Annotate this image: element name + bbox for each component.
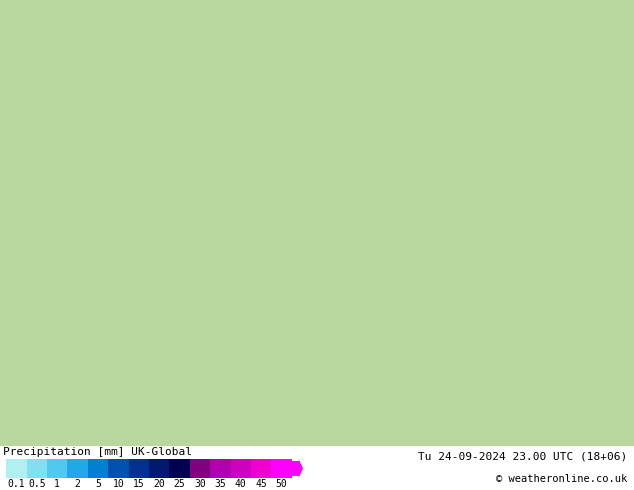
Bar [231,459,251,478]
Bar [47,459,67,478]
Bar [27,459,47,478]
Text: 20: 20 [153,479,165,489]
Bar [210,459,231,478]
Bar [67,459,88,478]
Text: 10: 10 [113,479,124,489]
Text: © weatheronline.co.uk: © weatheronline.co.uk [496,474,628,484]
Text: 0.5: 0.5 [28,479,46,489]
Text: 40: 40 [235,479,247,489]
Bar [169,459,190,478]
Text: 5: 5 [95,479,101,489]
Bar [129,459,149,478]
Text: 50: 50 [276,479,287,489]
Text: 2: 2 [75,479,81,489]
Bar [190,459,210,478]
Text: 35: 35 [214,479,226,489]
Text: Tu 24-09-2024 23.00 UTC (18+06): Tu 24-09-2024 23.00 UTC (18+06) [418,452,628,462]
Text: 15: 15 [133,479,145,489]
Text: 30: 30 [194,479,206,489]
FancyArrow shape [292,459,303,478]
Bar [6,459,27,478]
Text: 25: 25 [174,479,185,489]
Bar [251,459,271,478]
Text: 0.1: 0.1 [8,479,25,489]
Text: Precipitation [mm] UK-Global: Precipitation [mm] UK-Global [3,447,192,457]
Bar [149,459,169,478]
Bar [108,459,129,478]
Bar [271,459,292,478]
Text: 1: 1 [55,479,60,489]
Bar [88,459,108,478]
Text: 45: 45 [256,479,267,489]
